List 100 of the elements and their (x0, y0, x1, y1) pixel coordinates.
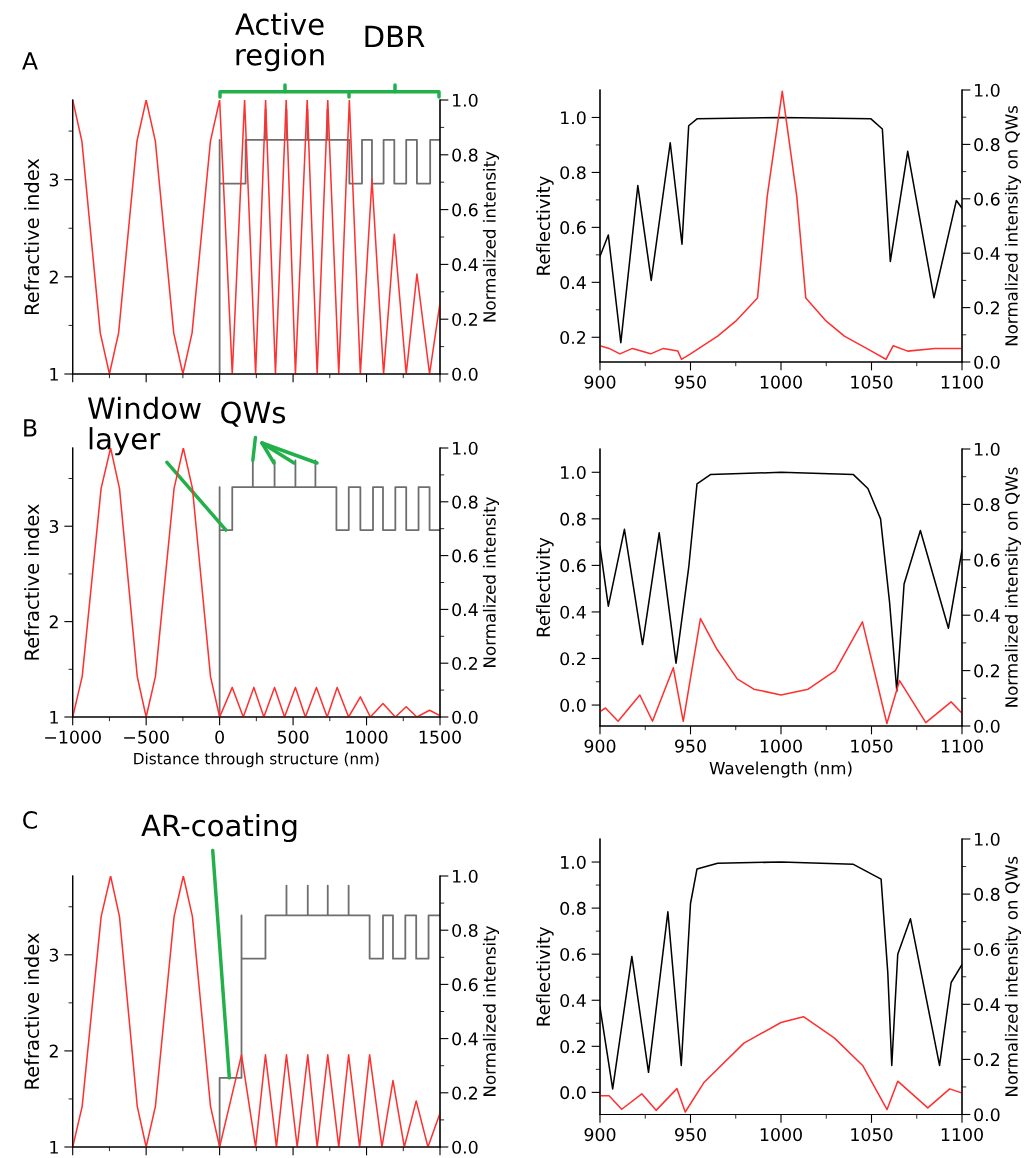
y-tick-label: 0.6 (560, 947, 586, 962)
y2-tick-label: 0.0 (974, 719, 1000, 733)
y2-tick-label: 0.6 (974, 192, 1000, 206)
y-axis-title: Reflectivity (536, 537, 554, 637)
y2-tick-label: 0.2 (452, 656, 477, 671)
y-tick-label: 0.2 (560, 1040, 586, 1054)
y2-tick-label: 0.8 (452, 923, 478, 938)
y2-tick-label: 0.4 (452, 603, 478, 617)
y2-tick-label: 0.2 (452, 312, 477, 327)
x-tick-label: 1500 (419, 730, 461, 744)
annotation: QWs (221, 401, 286, 427)
y2-tick-label: 0.8 (452, 495, 478, 509)
y-tick-label: 0.4 (560, 993, 586, 1008)
x-tick-label: 1100 (941, 739, 983, 753)
y-tick-label: 0.2 (560, 652, 586, 666)
y2-tick-label: 0.8 (974, 887, 1000, 901)
y2-tick-label: 0.0 (974, 1108, 1000, 1122)
y-tick-label: 1 (50, 1140, 58, 1154)
x-tick-label: 1000 (346, 730, 388, 744)
x-axis-title: Wavelength (nm) (709, 761, 852, 778)
y-tick-label: 3 (49, 519, 59, 534)
y2-axis-title: Normalized intensity (482, 496, 500, 667)
y2-tick-label: 1.0 (975, 442, 1000, 456)
x-tick-label: 950 (675, 375, 706, 389)
y2-tick-label: 0.4 (452, 1032, 478, 1046)
x-tick-label: 900 (584, 739, 616, 753)
y-tick-label: 0.8 (560, 512, 586, 526)
y-tick-label: 0.4 (560, 276, 586, 290)
text: B (24, 419, 37, 437)
y-tick-label: 1.0 (561, 855, 586, 869)
y-tick-label: 1 (50, 367, 58, 381)
y2-tick-label: 0.2 (974, 1053, 999, 1067)
y-tick-label: 0.0 (560, 698, 586, 712)
y2-tick-label: 0.0 (452, 1140, 478, 1154)
y2-axis-title: Normalized intensity on QWs (1004, 856, 1022, 1096)
x-tick-label: 1050 (851, 375, 893, 389)
y-tick-label: 3 (49, 948, 59, 962)
y2-tick-label: 0.2 (452, 1086, 477, 1100)
y-tick-label: 0.4 (560, 605, 586, 619)
y-tick-label: 0.0 (560, 1086, 586, 1100)
y2-tick-label: 1.0 (975, 83, 1000, 97)
x-tick-label: 1000 (760, 739, 802, 753)
y2-tick-label: 0.6 (452, 549, 478, 563)
y-axis-title: Reflectivity (536, 926, 554, 1026)
x-tick-label: 950 (675, 739, 706, 753)
x-tick-label: 500 (277, 730, 309, 744)
x-axis-title: Distance through structure (nm) (134, 752, 379, 768)
text: Active region (235, 12, 324, 72)
y2-tick-label: 0.6 (452, 203, 478, 217)
y2-tick-label: 0.0 (974, 355, 1000, 369)
y-tick-label: 0.6 (560, 221, 586, 235)
y2-tick-label: 0.8 (452, 148, 478, 162)
x-tick-label: 1100 (941, 375, 983, 389)
annotation: AR-coating (141, 813, 297, 843)
y2-tick-label: 1.0 (453, 869, 478, 883)
y2-axis-title: Normalized intensity on QWs (1004, 105, 1022, 346)
y2-tick-label: 1.0 (453, 441, 478, 455)
text: C (23, 810, 37, 829)
y-axis-title: Refractive index (24, 158, 40, 315)
y2-tick-label: 0.2 (974, 664, 999, 678)
annotation: Window layer (87, 396, 201, 456)
y-tick-label: 2 (49, 1044, 58, 1058)
y-axis-title: Reflectivity (536, 176, 554, 275)
x-tick-label: 900 (584, 1128, 616, 1142)
y-tick-label: 0.2 (560, 330, 586, 345)
y-tick-label: 0.8 (560, 166, 586, 180)
y2-tick-label: 1.0 (975, 832, 1000, 846)
y2-tick-label: 0.0 (452, 367, 478, 381)
y2-tick-label: 0.4 (974, 608, 1000, 623)
y2-tick-label: 0.4 (974, 998, 1000, 1012)
y2-tick-label: 0.4 (452, 258, 478, 272)
y2-axis-title: Normalized intensity on QWs (1004, 467, 1022, 707)
y2-tick-label: 0.6 (452, 978, 478, 992)
y2-tick-label: 0.0 (452, 710, 478, 724)
x-tick-label: 0 (215, 730, 224, 744)
y-tick-label: 3 (49, 173, 59, 187)
y-tick-label: 0.8 (560, 901, 586, 915)
y2-tick-label: 0.6 (974, 942, 1000, 957)
y-tick-label: 0.6 (560, 559, 586, 573)
x-tick-label: 1000 (760, 375, 802, 389)
y2-tick-label: 0.4 (974, 246, 1000, 261)
x-tick-label: 1000 (760, 1128, 802, 1142)
y2-axis-title: Normalized intensity (482, 925, 500, 1096)
y-tick-label: 1 (50, 710, 58, 724)
x-tick-label: 950 (675, 1128, 706, 1142)
y-tick-label: 1.0 (561, 465, 586, 480)
x-tick-label: 1050 (851, 739, 893, 753)
x-tick-label: 1100 (941, 1128, 983, 1142)
y2-tick-label: 1.0 (453, 93, 478, 107)
y2-tick-label: 0.8 (974, 138, 1000, 152)
text: A (22, 52, 38, 70)
x-tick-label: 900 (584, 375, 616, 389)
y2-tick-label: 0.2 (974, 301, 999, 315)
y2-tick-label: 0.8 (974, 498, 1000, 512)
x-tick-label: −1000 (45, 730, 101, 744)
y-axis-title: Refractive index (24, 933, 40, 1089)
x-tick-label: −500 (124, 730, 169, 744)
text: DBR (365, 25, 425, 48)
y-axis-title: Refractive index (24, 504, 40, 660)
y-tick-label: 2 (49, 615, 58, 629)
